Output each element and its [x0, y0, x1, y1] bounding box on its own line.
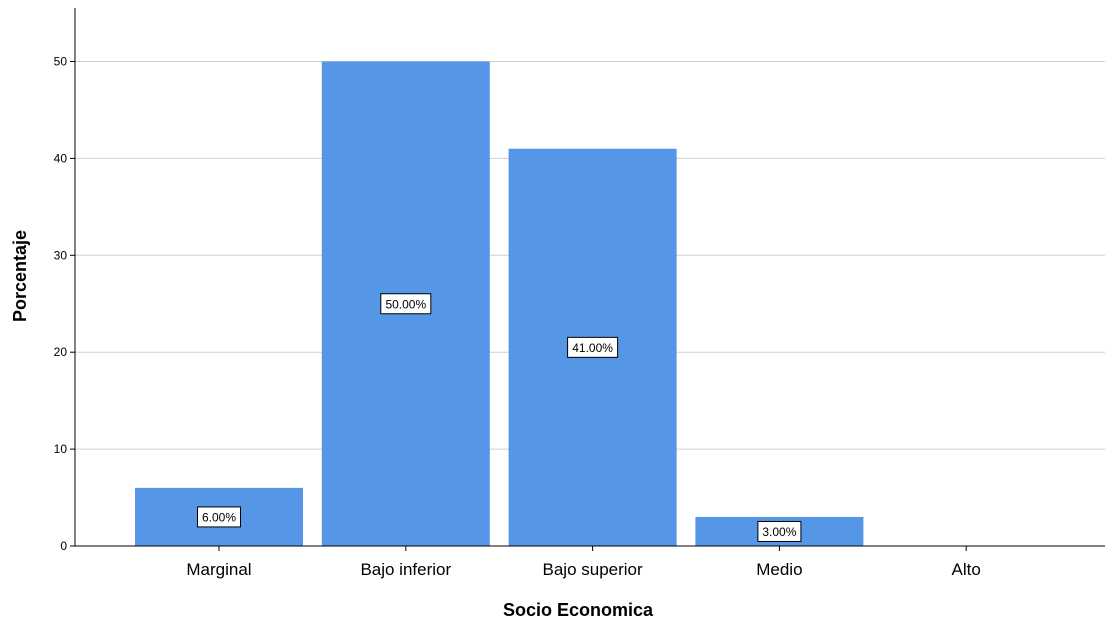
x-axis-title: Socio Economica — [503, 600, 654, 620]
y-tick-label: 10 — [54, 442, 68, 456]
y-tick-label: 40 — [54, 151, 68, 165]
y-axis-title: Porcentaje — [10, 230, 30, 322]
y-tick-label: 50 — [54, 55, 68, 69]
y-tick-labels: 0 10 20 30 40 50 — [54, 55, 75, 553]
data-label-box — [757, 520, 802, 542]
y-tick-label: 0 — [60, 539, 67, 553]
data-label: 41.00% — [572, 341, 613, 355]
y-tick-label: 20 — [54, 345, 68, 359]
x-tick-label: Medio — [756, 560, 802, 579]
axes — [74, 8, 1105, 547]
y-tick-label: 30 — [54, 248, 68, 262]
x-tick-label: Bajo inferior — [360, 560, 451, 579]
x-tick-label: Alto — [952, 560, 981, 579]
x-tick-label: Marginal — [186, 560, 251, 579]
data-label-box — [197, 506, 241, 528]
data-label: 50.00% — [385, 297, 426, 311]
data-label: 3.00% — [762, 525, 796, 539]
x-tick-labels: Marginal Bajo inferior Bajo superior Medio A… — [186, 546, 981, 579]
data-label-box — [380, 293, 432, 315]
x-tick-label: Bajo superior — [543, 560, 644, 579]
bars — [135, 61, 864, 546]
data-label: 6.00% — [202, 510, 236, 524]
data-label-box — [567, 336, 619, 358]
data-labels: 6.00% 50.00% 41.00% 3.00% — [197, 293, 802, 542]
